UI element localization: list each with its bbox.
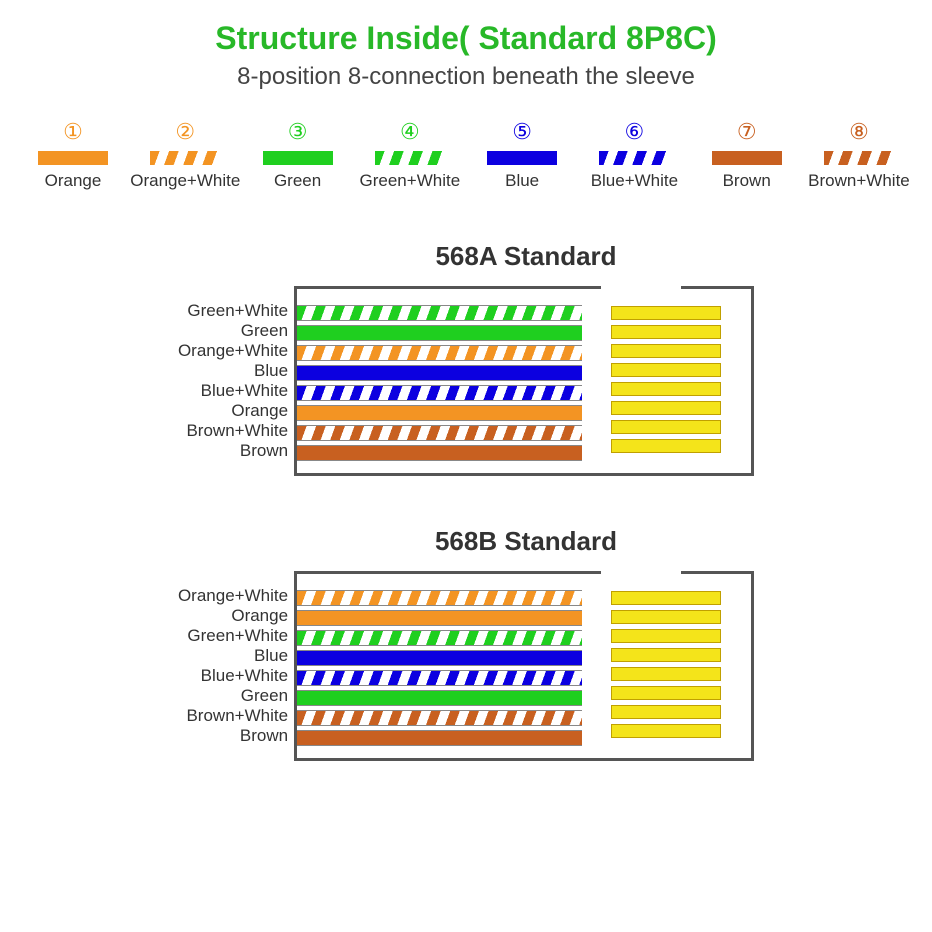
legend-swatch	[150, 151, 220, 165]
wire-label: Green+White	[187, 627, 288, 645]
wire-label: Orange	[231, 607, 288, 625]
connector-pin	[611, 401, 721, 415]
standard-block: 568A Standard Green+White Green Orange+Whit…	[10, 241, 922, 476]
standard-title: 568B Standard	[10, 526, 922, 557]
wire-label: Brown	[240, 727, 288, 745]
pins-area	[611, 586, 721, 743]
legend-label: Green	[274, 171, 321, 191]
connector-diagram	[294, 286, 754, 476]
connector-pin	[611, 667, 721, 681]
legend-swatch	[375, 151, 445, 165]
wire	[297, 670, 582, 686]
legend-swatch	[487, 151, 557, 165]
wire-label: Blue	[254, 362, 288, 380]
connector-pin	[611, 344, 721, 358]
connector-pin	[611, 382, 721, 396]
wire	[297, 345, 582, 361]
wire	[297, 325, 582, 341]
legend-swatch	[599, 151, 669, 165]
wire	[297, 365, 582, 381]
standard-title: 568A Standard	[10, 241, 922, 272]
wire	[297, 710, 582, 726]
wire-label: Orange	[231, 402, 288, 420]
connector-pin	[611, 439, 721, 453]
legend-swatch	[263, 151, 333, 165]
wires-area	[297, 586, 582, 750]
legend-number: ①	[63, 119, 83, 145]
wire-label: Blue+White	[201, 382, 288, 400]
legend-number: ②	[175, 119, 195, 145]
wire	[297, 405, 582, 421]
wire-label: Blue	[254, 647, 288, 665]
wire	[297, 445, 582, 461]
wire	[297, 590, 582, 606]
connector-pin	[611, 629, 721, 643]
legend-item: ③ Green	[243, 119, 353, 191]
wire	[297, 610, 582, 626]
wire-label: Blue+White	[201, 667, 288, 685]
page-title: Structure Inside( Standard 8P8C)	[10, 20, 922, 57]
connector-pin	[611, 420, 721, 434]
wire	[297, 730, 582, 746]
wire	[297, 630, 582, 646]
wire-label: Green	[241, 687, 288, 705]
legend-item: ② Orange+White	[130, 119, 240, 191]
connector-row: Orange+White Orange Green+White Blue Blue+Wh…	[10, 571, 922, 761]
legend-number: ④	[400, 119, 420, 145]
connector-diagram	[294, 571, 754, 761]
connector-pin	[611, 686, 721, 700]
legend-label: Green+White	[360, 171, 461, 191]
legend-item: ① Orange	[18, 119, 128, 191]
legend-item: ⑦ Brown	[692, 119, 802, 191]
legend-number: ⑤	[512, 119, 532, 145]
legend-number: ⑥	[625, 119, 645, 145]
legend-item: ④ Green+White	[355, 119, 465, 191]
legend-swatch	[824, 151, 894, 165]
legend-label: Brown+White	[808, 171, 910, 191]
legend-label: Orange+White	[130, 171, 240, 191]
legend-item: ⑤ Blue	[467, 119, 577, 191]
connector-pin	[611, 705, 721, 719]
wire-label: Green+White	[187, 302, 288, 320]
wire	[297, 650, 582, 666]
wire-labels: Green+White Green Orange+White Blue Blue+Whi…	[178, 301, 288, 461]
wire-label: Brown+White	[186, 422, 288, 440]
legend-number: ⑦	[737, 119, 757, 145]
wire-label: Brown+White	[186, 707, 288, 725]
pins-area	[611, 301, 721, 458]
connector-pin	[611, 724, 721, 738]
page-subtitle: 8-position 8-connection beneath the slee…	[10, 63, 922, 91]
wire-label: Orange+White	[178, 342, 288, 360]
wire-labels: Orange+White Orange Green+White Blue Blue+Wh…	[178, 586, 288, 746]
wire-label: Brown	[240, 442, 288, 460]
legend-number: ③	[288, 119, 308, 145]
wires-area	[297, 301, 582, 465]
connector-row: Green+White Green Orange+White Blue Blue+Whi…	[10, 286, 922, 476]
connector-pin	[611, 325, 721, 339]
legend-number: ⑧	[849, 119, 869, 145]
legend-item: ⑧ Brown+White	[804, 119, 914, 191]
connector-pin	[611, 591, 721, 605]
color-legend: ① Orange ② Orange+White ③ Green ④ Green+White ⑤ B…	[10, 119, 922, 191]
wire	[297, 425, 582, 441]
connector-pin	[611, 306, 721, 320]
wire-label: Green	[241, 322, 288, 340]
wire	[297, 385, 582, 401]
legend-swatch	[38, 151, 108, 165]
connector-pin	[611, 610, 721, 624]
connector-pin	[611, 648, 721, 662]
connector-pin	[611, 363, 721, 377]
legend-label: Blue+White	[591, 171, 678, 191]
wire-label: Orange+White	[178, 587, 288, 605]
legend-label: Blue	[505, 171, 539, 191]
legend-item: ⑥ Blue+White	[579, 119, 689, 191]
legend-swatch	[712, 151, 782, 165]
legend-label: Brown	[723, 171, 771, 191]
standard-block: 568B Standard Orange+White Orange Green+Whi…	[10, 526, 922, 761]
legend-label: Orange	[45, 171, 102, 191]
wire	[297, 690, 582, 706]
wire	[297, 305, 582, 321]
